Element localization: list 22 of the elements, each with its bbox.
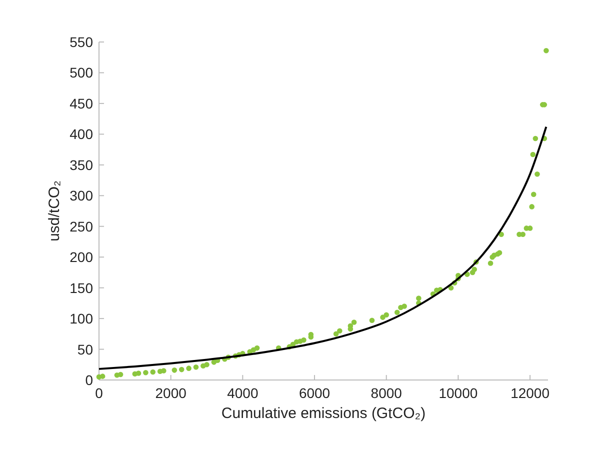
y-tick-label: 350 (70, 156, 94, 173)
y-tick-label: 150 (70, 280, 94, 296)
x-tick-label: 10000 (438, 385, 478, 401)
y-tick-label: 550 (70, 34, 94, 50)
y-tick-label: 200 (70, 249, 94, 266)
x-tick-label: 6000 (298, 385, 330, 401)
y-tick-label: 400 (70, 126, 94, 142)
y-tick-label: 300 (70, 188, 94, 204)
y-tick-label: 250 (70, 218, 94, 234)
x-tick-label: 4000 (227, 385, 258, 401)
x-axis-title: Cumulative emissions (GtCO₂) (221, 405, 426, 422)
x-tick-label: 0 (95, 385, 104, 401)
x-tick-label: 2000 (155, 385, 187, 401)
line-series (98, 126, 548, 370)
y-tick-label: 450 (70, 95, 94, 112)
y-tick-label: 500 (70, 64, 94, 81)
y-tick-label: 100 (70, 310, 94, 327)
x-tick-label: 12000 (510, 385, 550, 401)
y-axis-title: usd/tCO₂ (46, 180, 63, 242)
x-tick-label: 8000 (370, 385, 402, 401)
y-tick-label: 50 (77, 341, 94, 358)
y-tick-label: 0 (85, 372, 94, 388)
